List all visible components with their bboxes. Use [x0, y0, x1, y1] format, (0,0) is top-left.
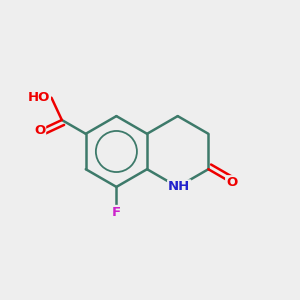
Text: F: F: [112, 206, 121, 219]
Text: NH: NH: [168, 180, 190, 194]
Text: HO: HO: [28, 91, 50, 104]
Text: O: O: [226, 176, 237, 189]
Text: O: O: [34, 124, 45, 137]
